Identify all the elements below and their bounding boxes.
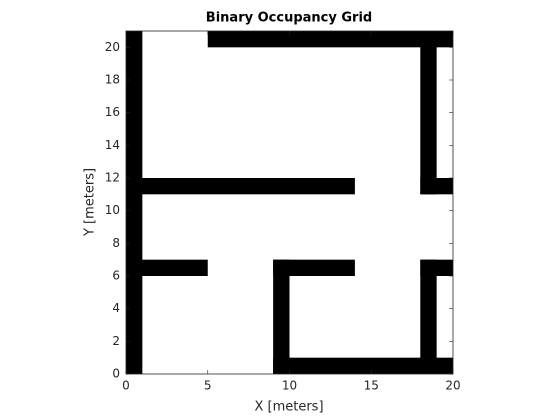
x-tick-label: 10 [282, 379, 297, 393]
occupied-cell [273, 259, 355, 276]
y-tick-label: 4 [112, 301, 120, 315]
occupied-cell [420, 31, 437, 195]
y-tick-label: 2 [112, 334, 120, 348]
occupied-cell [420, 259, 453, 276]
occupied-cell [207, 31, 453, 48]
occupied-cell [126, 178, 355, 195]
x-tick-label: 5 [204, 379, 212, 393]
y-tick-label: 14 [105, 138, 120, 152]
occupied-cell [126, 31, 143, 374]
y-tick-label: 8 [112, 236, 120, 250]
x-tick-label: 15 [364, 379, 379, 393]
y-axis-label: Y [meters] [83, 168, 98, 237]
occupied-cell [420, 259, 437, 374]
chart-title: Binary Occupancy Grid [206, 11, 372, 26]
occupied-cell [126, 259, 208, 276]
occupied-cell [273, 357, 453, 374]
y-tick-label: 12 [105, 171, 120, 185]
y-tick-label: 20 [105, 40, 120, 54]
y-tick-label: 18 [105, 73, 120, 87]
y-tick-label: 0 [112, 367, 120, 381]
x-axis-label: X [meters] [254, 400, 323, 415]
y-tick-label: 10 [105, 203, 120, 217]
x-tick-label: 20 [445, 379, 460, 393]
y-tick-label: 6 [112, 269, 120, 283]
occupied-cell [420, 178, 453, 195]
y-tick-label: 16 [105, 105, 120, 119]
x-tick-label: 0 [122, 379, 130, 393]
occupied-cell [273, 259, 290, 374]
